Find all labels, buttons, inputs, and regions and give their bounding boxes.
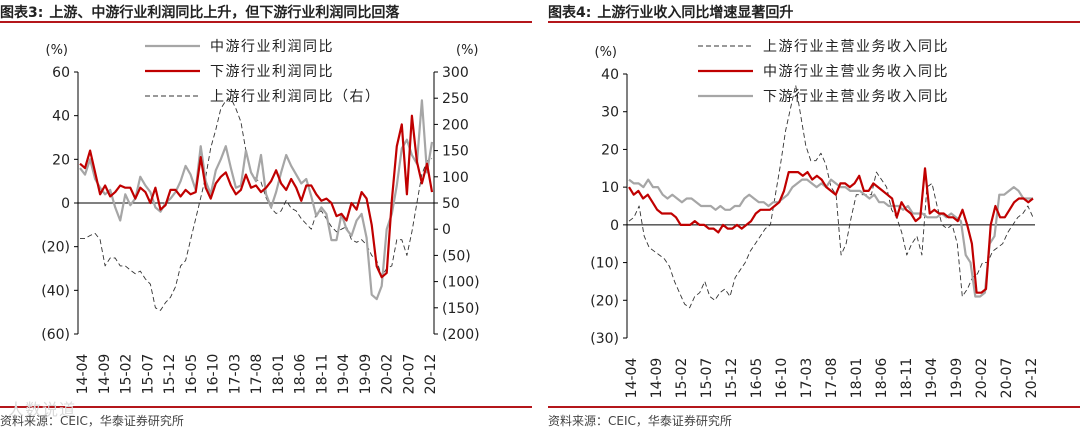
x-tick-label: 19-09 [358, 354, 374, 395]
legend-label-3: 下游行业主营业务收入同比 [763, 89, 949, 105]
y-right-tick-label: (150) [442, 301, 480, 317]
x-tick-label: 18-01 [271, 354, 287, 395]
x-tick-label: 20-07 [999, 358, 1015, 399]
series-line-1 [628, 84, 1034, 309]
watermark-logo: 人数说道 [8, 400, 77, 419]
x-tick-label: 14-04 [624, 358, 640, 399]
right-bottom-rule [548, 406, 1080, 408]
right-title-text: 上游行业收入同比增速显著回升 [597, 5, 794, 21]
y-left-tick-label: 40 [52, 109, 70, 125]
x-tick-label: 20-02 [380, 354, 396, 395]
x-tick-label: 17-03 [799, 358, 815, 399]
y-axis-right-unit: (%) [456, 43, 479, 58]
left-chart-title: 图表3: 上游、中游行业利润同比上升，但下游行业利润同比回落 [0, 2, 399, 22]
y-right-tick-label: 0 [442, 222, 451, 238]
y-left-tick-label: 0 [61, 196, 70, 212]
x-tick-label: 17-08 [249, 354, 265, 395]
y-left-tick-label: 30 [601, 105, 619, 121]
series-line-3 [80, 97, 433, 311]
right-fig-number: 图表4: [548, 5, 592, 21]
x-tick-label: 15-07 [699, 358, 715, 399]
x-tick-label: 17-03 [227, 354, 243, 395]
x-tick-label: 20-02 [974, 358, 990, 399]
y-right-tick-label: 300 [442, 65, 469, 81]
y-right-tick-label: 150 [442, 144, 469, 160]
series-line-3 [628, 178, 1033, 298]
y-left-tick-label: (10) [590, 256, 619, 272]
y-right-tick-label: (100) [442, 275, 480, 291]
y-right-tick-label: (200) [442, 327, 480, 343]
x-tick-label: 18-11 [899, 358, 915, 399]
x-tick-label: 18-06 [874, 358, 890, 399]
x-tick-label: 19-04 [924, 358, 940, 399]
left-top-rule [0, 21, 532, 23]
x-tick-label: 16-10 [206, 354, 222, 395]
y-right-tick-label: 250 [442, 91, 469, 107]
y-left-tick-label: 20 [601, 142, 619, 158]
y-axis-left-unit: (%) [595, 45, 618, 60]
left-title-text: 上游、中游行业利润同比上升，但下游行业利润同比回落 [49, 5, 400, 21]
x-tick-label: 20-07 [401, 354, 417, 395]
x-tick-label: 15-07 [140, 354, 156, 395]
series-line-1 [79, 99, 434, 301]
y-axis-left-unit: (%) [46, 43, 69, 58]
y-left-tick-label: 10 [601, 180, 619, 196]
y-left-tick-label: (40) [41, 283, 70, 299]
y-right-tick-label: 50 [442, 196, 460, 212]
right-chart-panel: 图表4: 上游行业收入同比增速显著回升 (%) 40 30 20 10 0 (10) (20)(… [548, 0, 1080, 434]
y-left-tick-label: (60) [41, 327, 70, 343]
x-tick-label: 20-12 [1024, 358, 1040, 399]
right-source-note: 资料来源：CEIC，华泰证券研究所 [548, 414, 732, 428]
legend-label-3: 上游行业利润同比（右） [210, 89, 381, 105]
y-left-tick-label: 0 [610, 218, 619, 234]
x-tick-label: 16-05 [184, 354, 200, 395]
x-tick-label: 18-01 [849, 358, 865, 399]
x-tick-label: 15-12 [724, 358, 740, 399]
y-right-tick-label: (50) [442, 248, 471, 264]
x-tick-label: 14-04 [75, 354, 91, 395]
left-fig-number: 图表3: [0, 5, 44, 21]
legend-label-2: 下游行业利润同比 [210, 64, 334, 80]
legend-label-1: 中游行业利润同比 [210, 39, 334, 55]
x-tick-label: 19-04 [336, 354, 352, 395]
y-right-tick-label: 100 [442, 170, 469, 186]
x-tick-label: 16-10 [774, 358, 790, 399]
series-line-2 [79, 114, 434, 279]
y-left-tick-label: 40 [601, 67, 619, 83]
x-tick-label: 15-12 [162, 354, 178, 395]
left-source-note: 资料来源：CEIC，华泰证券研究所 [0, 414, 184, 428]
x-tick-label: 20-12 [423, 354, 439, 395]
right-top-rule [548, 21, 1080, 23]
y-left-tick-label: (20) [590, 293, 619, 309]
x-tick-label: 17-08 [824, 358, 840, 399]
legend-label-1: 上游行业主营业务收入同比 [763, 39, 949, 55]
left-bottom-rule [0, 406, 532, 408]
series-line-2 [628, 167, 1034, 294]
legend-label-2: 中游行业主营业务收入同比 [763, 64, 949, 80]
right-revenue-chart: (%) 40 30 20 10 0 (10) (20) (30) 14-04 14-09 15-02 1… [590, 39, 1040, 399]
left-profit-chart: (%)6040200(20)(40)(60)(%)300250200150100… [41, 39, 480, 395]
x-tick-label: 19-09 [949, 358, 965, 399]
y-left-tick-label: (30) [590, 331, 619, 347]
x-tick-label: 16-05 [749, 358, 765, 399]
left-chart-panel: 图表3: 上游、中游行业利润同比上升，但下游行业利润同比回落 (%) 60 40 20 0… [0, 0, 532, 434]
x-tick-label: 18-11 [314, 354, 330, 395]
y-left-tick-label: 20 [52, 152, 70, 168]
y-left-tick-label: 60 [52, 65, 70, 81]
x-tick-label: 18-06 [293, 354, 309, 395]
x-tick-label: 14-09 [649, 358, 665, 399]
y-left-tick-label: (20) [41, 240, 70, 256]
x-tick-label: 15-02 [674, 358, 690, 399]
right-chart-title: 图表4: 上游行业收入同比增速显著回升 [548, 2, 793, 22]
x-tick-label: 14-09 [97, 354, 113, 395]
y-right-tick-label: 200 [442, 117, 469, 133]
x-tick-label: 15-02 [119, 354, 135, 395]
